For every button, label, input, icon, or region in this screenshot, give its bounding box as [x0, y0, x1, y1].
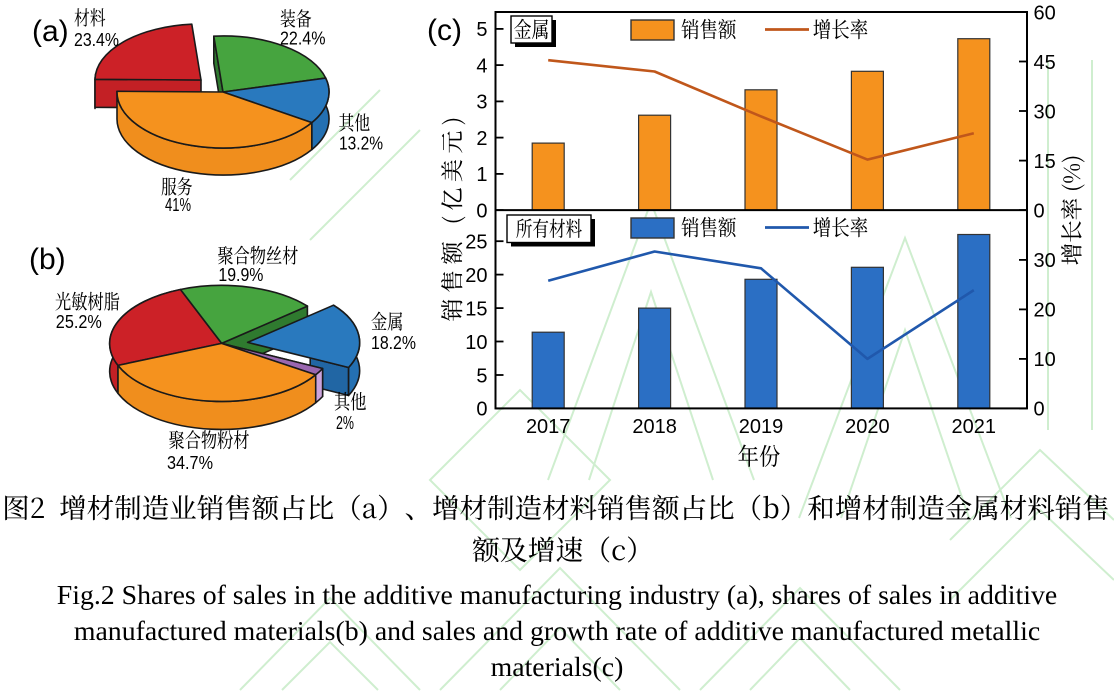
- svg-text:3: 3: [476, 92, 487, 114]
- svg-text:2021: 2021: [952, 416, 997, 438]
- svg-text:45: 45: [1034, 52, 1056, 74]
- svg-text:2: 2: [476, 128, 487, 150]
- svg-text:(c): (c): [427, 14, 462, 47]
- svg-text:5: 5: [476, 365, 487, 387]
- svg-text:15: 15: [465, 298, 487, 320]
- svg-text:15: 15: [1034, 151, 1056, 173]
- svg-text:34.7%: 34.7%: [167, 452, 213, 473]
- svg-text:5: 5: [476, 19, 487, 41]
- svg-text:30: 30: [1034, 250, 1056, 272]
- svg-text:2017: 2017: [526, 416, 571, 438]
- svg-text:19.9%: 19.9%: [218, 264, 263, 285]
- svg-text:2%: 2%: [336, 412, 354, 433]
- svg-text:manufactured materials(b) and: manufactured materials(b) and sales and …: [74, 616, 1040, 647]
- svg-text:materials(c): materials(c): [491, 652, 624, 683]
- svg-text:0: 0: [476, 200, 487, 222]
- svg-text:23.4%: 23.4%: [74, 29, 119, 50]
- svg-text:(a): (a): [32, 15, 69, 48]
- svg-text:2020: 2020: [845, 416, 890, 438]
- svg-text:13.2%: 13.2%: [339, 133, 383, 154]
- svg-text:2019: 2019: [739, 416, 784, 438]
- svg-text:0: 0: [1034, 399, 1045, 421]
- svg-text:1: 1: [476, 164, 487, 186]
- svg-text:41%: 41%: [165, 194, 191, 215]
- svg-text:30: 30: [1034, 101, 1056, 123]
- svg-text:0: 0: [1034, 200, 1045, 222]
- svg-text:60: 60: [1034, 2, 1056, 24]
- svg-text:4: 4: [476, 55, 487, 77]
- svg-text:18.2%: 18.2%: [371, 332, 416, 353]
- svg-text:22.4%: 22.4%: [280, 28, 326, 49]
- svg-text:2018: 2018: [632, 416, 677, 438]
- svg-text:(b): (b): [29, 243, 66, 276]
- svg-text:0: 0: [476, 399, 487, 421]
- svg-text:10: 10: [465, 332, 487, 354]
- svg-text:Fig.2 Shares of sales in the a: Fig.2 Shares of sales in the additive ma…: [57, 580, 1057, 611]
- svg-text:10: 10: [1034, 349, 1056, 371]
- svg-text:20: 20: [1034, 300, 1056, 322]
- svg-text:25.2%: 25.2%: [56, 311, 102, 332]
- svg-text:20: 20: [465, 265, 487, 287]
- svg-text:25: 25: [465, 232, 487, 254]
